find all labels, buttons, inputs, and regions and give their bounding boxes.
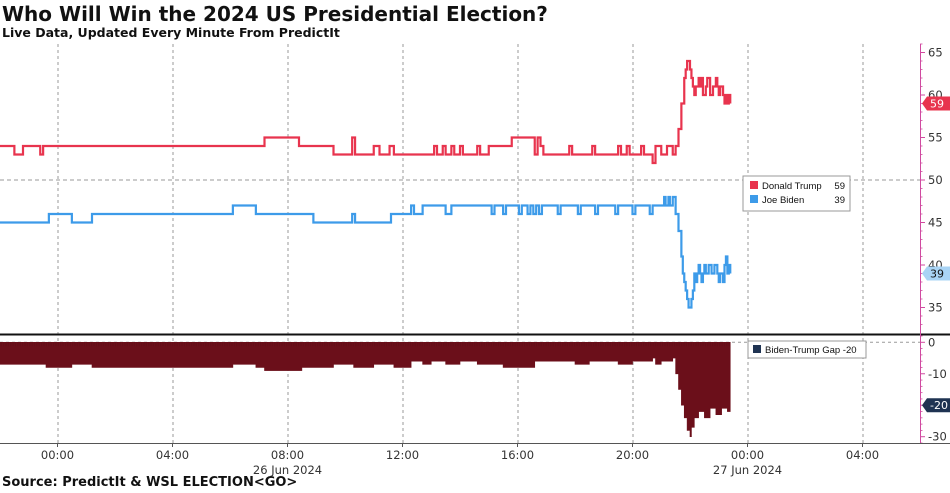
biden-badge-label: 39 (930, 268, 944, 281)
legend-layer: Donald Trump 59 Joe Biden 39 Biden-Trump Gap… (742, 175, 867, 359)
legend-bottom-box (747, 340, 867, 359)
line-layer (0, 59, 732, 309)
y-tick-label: 0 (928, 335, 935, 349)
legend-top-box (742, 175, 851, 212)
y-tick-label: 65 (928, 46, 943, 60)
x-tick-label: 00:00 (731, 448, 764, 462)
gap-badge: -20 (922, 398, 950, 413)
chart-subtitle: Live Data, Updated Every Minute From Pre… (2, 25, 340, 40)
x-tick-label: 20:00 (616, 448, 649, 462)
legend-bottom: Biden-Trump Gap -20 (747, 340, 867, 359)
y-tick-label: -10 (928, 367, 947, 381)
legend-label: Donald Trump (762, 181, 822, 192)
x-tick-label: 04:00 (156, 448, 189, 462)
x-tick-label: 08:00 (271, 448, 304, 462)
x-date-label: 27 Jun 2024 (713, 463, 782, 477)
y-tick-label: 50 (928, 173, 943, 187)
chart-title: Who Will Win the 2024 US Presidential El… (2, 2, 548, 26)
gap-badge-shape (922, 398, 950, 413)
trump-badge-shape (922, 96, 950, 111)
trump-line-series (0, 59, 732, 165)
gap-area-series (0, 341, 731, 438)
biden-line-series (0, 195, 732, 309)
x-tick-label: 12:00 (386, 448, 419, 462)
gap-area-layer (0, 341, 731, 438)
x-date-label: 26 Jun 2024 (253, 463, 322, 477)
trump-badge-label: 59 (930, 98, 944, 111)
y-tick-label: 55 (928, 131, 943, 145)
chart-source: Source: PredictIt & WSL ELECTION<GO> (2, 475, 298, 490)
axis-layer: 35404550556065-30-20-10000:0004:0008:001… (0, 43, 950, 477)
y-tick-label: 45 (928, 216, 943, 230)
trump-badge: 59 (922, 96, 950, 111)
x-tick-label: 04:00 (846, 448, 879, 462)
biden-badge-shape (922, 266, 950, 281)
x-tick-label: 16:00 (501, 448, 534, 462)
legend-swatch (750, 195, 758, 203)
x-tick-label: 00:00 (41, 448, 74, 462)
legend-swatch (750, 181, 758, 189)
biden-badge: 39 (922, 266, 950, 281)
legend-label: Biden-Trump Gap -20 (765, 345, 857, 356)
badge-layer: 59 39 -20 (922, 96, 950, 413)
legend-top: Donald Trump 59 Joe Biden 39 (742, 175, 851, 212)
legend-value: 59 (834, 181, 845, 192)
y-tick-label: 35 (928, 301, 943, 315)
gap-badge-label: -20 (930, 399, 948, 412)
legend-value: 39 (834, 195, 845, 206)
legend-label: Joe Biden (762, 195, 804, 206)
y-tick-label: -30 (928, 430, 947, 444)
grid-layer (0, 44, 920, 443)
legend-swatch (753, 345, 761, 353)
